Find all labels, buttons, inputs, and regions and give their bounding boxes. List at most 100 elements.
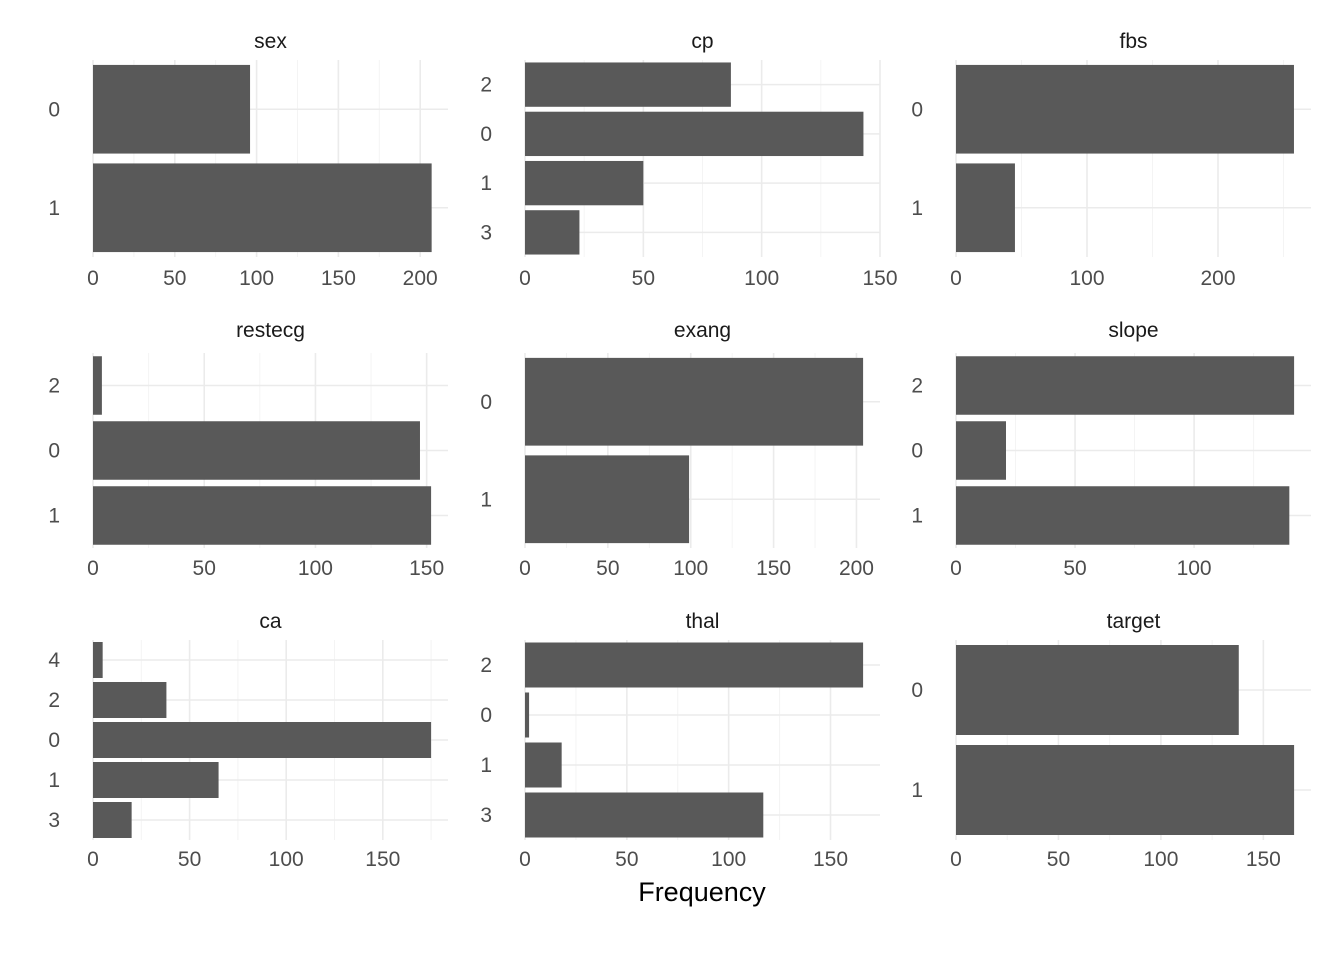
facet-slope-y-tick-label: 0 (911, 440, 923, 463)
facet-restecg-x-tick-label: 100 (298, 557, 333, 580)
facet-exang-panel: 0 1 0 50 100 150 200 exang (480, 319, 880, 580)
facet-fbs-title: fbs (1119, 30, 1147, 53)
facet-sex-title: sex (254, 30, 287, 53)
facet-exang-bar-0 (525, 357, 864, 446)
facet-fbs-bar-1 (956, 163, 1015, 253)
facet-cp-y-tick-label: 1 (480, 172, 492, 195)
facet-fbs-panel: 0 1 0 100 200 fbs (911, 30, 1311, 290)
facet-target-x-tick-label: 100 (1143, 848, 1178, 871)
facet-thal-bar-0 (525, 692, 530, 738)
facet-sex-bar-0 (93, 64, 251, 154)
x-axis-title: Frequency (638, 877, 766, 907)
facet-restecg-y-tick-label: 2 (48, 375, 60, 398)
facet-cp-panel: 2 0 1 3 0 50 100 150 cp (480, 30, 897, 290)
facet-cp-x-tick-label: 50 (632, 267, 655, 290)
facet-restecg-title: restecg (236, 319, 305, 342)
facet-thal-y-tick-label: 2 (480, 654, 492, 677)
facet-slope-y-tick-label: 1 (911, 505, 923, 528)
facet-restecg-y-tick-label: 0 (48, 440, 60, 463)
facet-target-y-tick-label: 0 (911, 679, 923, 702)
facet-cp-title: cp (691, 30, 713, 53)
facet-restecg-bar-1 (93, 486, 432, 545)
facet-ca-bar-1 (93, 762, 219, 798)
facet-ca-bar-2 (93, 682, 167, 718)
facet-thal-x-tick-label: 50 (615, 848, 638, 871)
facet-exang-bar-1 (525, 455, 690, 544)
facet-exang-y-tick-label: 0 (480, 391, 492, 414)
facet-ca-x-tick-label: 0 (87, 848, 99, 871)
facet-fbs-y-tick-label: 1 (911, 197, 923, 220)
facet-exang-y-tick-label: 1 (480, 488, 492, 511)
facet-sex-y-tick-label: 1 (48, 197, 60, 220)
facet-ca-bar-4 (93, 642, 103, 678)
facet-fbs-x-tick-label: 200 (1200, 267, 1235, 290)
facet-slope-panel: 2 0 1 0 50 100 slope (911, 319, 1311, 580)
facet-target-x-tick-label: 50 (1047, 848, 1070, 871)
facet-restecg-x-tick-label: 150 (409, 557, 444, 580)
facet-thal-x-tick-label: 0 (519, 848, 531, 871)
facet-exang-x-tick-label: 0 (519, 557, 531, 580)
facet-cp-bar-0 (525, 111, 864, 157)
facet-sex-x-tick-label: 50 (163, 267, 186, 290)
facet-target-title: target (1107, 610, 1161, 633)
facet-thal-title: thal (686, 610, 720, 633)
facet-thal-bar-2 (525, 642, 864, 688)
facet-sex-x-tick-label: 150 (321, 267, 356, 290)
facet-restecg-bar-2 (93, 356, 102, 415)
facet-fbs-bar-0 (956, 64, 1294, 154)
facet-exang-x-tick-label: 200 (839, 557, 874, 580)
facet-thal-panel: 2 0 1 3 0 50 100 150 thal (480, 610, 880, 871)
facet-ca-y-tick-label: 2 (48, 689, 60, 712)
facet-slope-bar-1 (956, 486, 1290, 545)
facet-ca-x-tick-label: 50 (178, 848, 201, 871)
facet-sex-bar-1 (93, 163, 432, 253)
facet-ca-x-tick-label: 100 (269, 848, 304, 871)
facet-ca-y-tick-label: 3 (48, 809, 60, 832)
facet-thal-x-tick-label: 150 (813, 848, 848, 871)
facet-slope-x-tick-label: 100 (1177, 557, 1212, 580)
facet-slope-y-tick-label: 2 (911, 375, 923, 398)
facet-cp-x-tick-label: 150 (862, 267, 897, 290)
facet-restecg-bar-0 (93, 421, 420, 480)
facet-cp-bar-3 (525, 210, 580, 255)
facet-restecg-y-tick-label: 1 (48, 505, 60, 528)
facet-cp-y-tick-label: 3 (480, 221, 492, 244)
facet-cp-bar-1 (525, 160, 644, 206)
facet-ca-y-tick-label: 4 (48, 649, 60, 672)
facet-exang-x-tick-label: 100 (673, 557, 708, 580)
facet-ca-bar-0 (93, 722, 432, 758)
facet-target-x-tick-label: 150 (1246, 848, 1281, 871)
facet-thal-x-tick-label: 100 (711, 848, 746, 871)
facet-target-bar-0 (956, 645, 1239, 735)
facet-thal-bar-1 (525, 742, 562, 788)
facet-cp-x-tick-label: 100 (744, 267, 779, 290)
facet-fbs-x-tick-label: 0 (950, 267, 962, 290)
facet-cp-bar-2 (525, 62, 731, 107)
facet-restecg-x-tick-label: 0 (87, 557, 99, 580)
facet-sex-panel: 0 1 0 50 100 150 200 sex (48, 30, 448, 290)
facet-slope-title: slope (1108, 319, 1158, 342)
facet-cp-y-tick-label: 0 (480, 123, 492, 146)
facet-sex-x-tick-label: 0 (87, 267, 99, 290)
facet-slope-bar-2 (956, 356, 1295, 415)
facet-target-bar-1 (956, 745, 1295, 835)
facet-target-y-tick-label: 1 (911, 779, 923, 802)
facet-exang-title: exang (674, 319, 731, 342)
facet-sex-y-tick-label: 0 (48, 98, 60, 121)
facet-ca-bar-3 (93, 802, 132, 838)
facet-sex-x-tick-label: 200 (403, 267, 438, 290)
facet-fbs-y-tick-label: 0 (911, 98, 923, 121)
facet-slope-bar-0 (956, 421, 1006, 480)
facet-cp-y-tick-label: 2 (480, 74, 492, 97)
facet-sex-x-tick-label: 100 (239, 267, 274, 290)
facet-target-x-tick-label: 0 (950, 848, 962, 871)
facet-exang-x-tick-label: 50 (596, 557, 619, 580)
facet-ca-x-tick-label: 150 (365, 848, 400, 871)
facet-ca-y-tick-label: 1 (48, 769, 60, 792)
facet-ca-panel: 4 2 0 1 3 0 50 100 150 ca (48, 610, 448, 871)
facet-thal-y-tick-label: 3 (480, 804, 492, 827)
facet-slope-x-tick-label: 50 (1063, 557, 1086, 580)
facet-slope-x-tick-label: 0 (950, 557, 962, 580)
facet-restecg-panel: 2 0 1 0 50 100 150 restecg (48, 319, 448, 580)
facet-restecg-x-tick-label: 50 (193, 557, 216, 580)
